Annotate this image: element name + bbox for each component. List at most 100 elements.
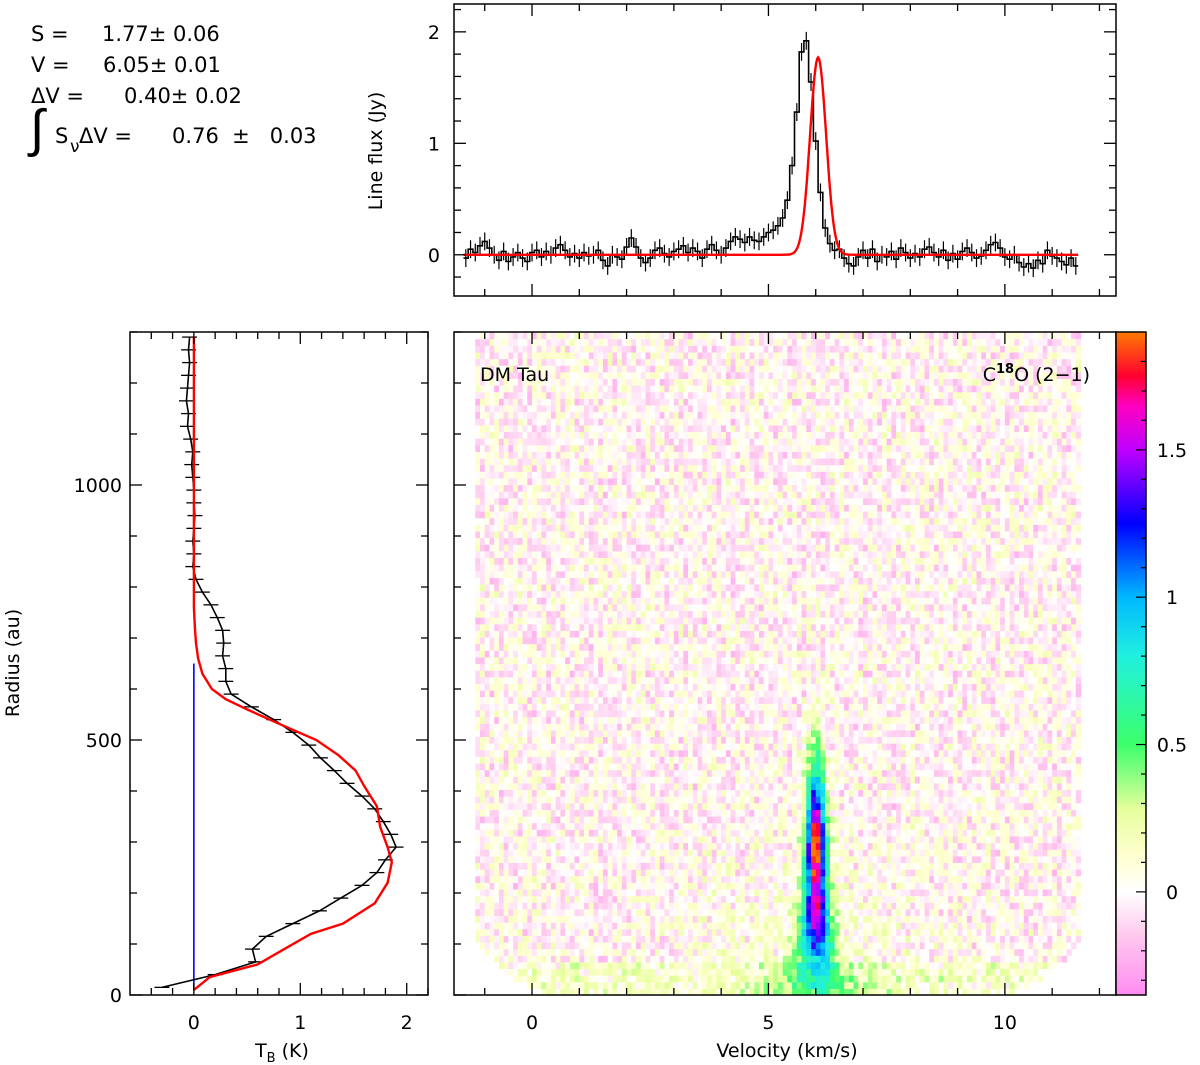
heatmap-cell bbox=[569, 975, 576, 983]
heatmap-cell bbox=[654, 941, 661, 950]
heatmap-cell bbox=[967, 789, 973, 797]
heatmap-cell bbox=[612, 756, 618, 764]
heatmap-cell bbox=[782, 902, 788, 910]
heatmap-cell bbox=[645, 855, 651, 863]
heatmap-cell bbox=[943, 815, 949, 824]
heatmap-cell bbox=[1028, 809, 1034, 817]
heatmap-cell bbox=[607, 941, 614, 950]
heatmap-cell bbox=[480, 822, 486, 830]
heatmap-cell bbox=[489, 941, 495, 950]
heatmap-cell bbox=[877, 948, 883, 956]
heatmap-cell bbox=[621, 769, 628, 777]
heatmap-cell bbox=[546, 895, 552, 903]
heatmap-cell bbox=[513, 928, 519, 936]
heatmap-cell bbox=[896, 975, 902, 983]
heatmap-cell bbox=[1014, 796, 1020, 804]
heatmap-cell bbox=[891, 855, 897, 863]
heatmap-cell bbox=[669, 902, 675, 910]
heatmap-cell bbox=[839, 888, 845, 897]
heatmap-cell bbox=[848, 935, 855, 943]
heatmap-cell bbox=[976, 769, 982, 777]
heatmap-cell bbox=[532, 749, 538, 757]
heatmap-cell bbox=[853, 849, 859, 857]
heatmap-cell bbox=[863, 888, 869, 897]
heatmap-cell bbox=[839, 981, 845, 989]
heatmap-cell bbox=[801, 862, 807, 870]
heatmap-cell bbox=[806, 789, 812, 797]
heatmap-cell bbox=[569, 842, 576, 850]
heatmap-cell bbox=[990, 762, 997, 771]
heatmap-cell bbox=[735, 975, 741, 983]
heatmap-cell bbox=[536, 908, 543, 917]
heatmap-cell bbox=[1028, 822, 1034, 830]
heatmap-cell bbox=[820, 928, 826, 936]
heatmap-cell bbox=[792, 762, 798, 771]
heatmap-cell bbox=[985, 782, 992, 791]
heatmap-cell bbox=[877, 835, 883, 844]
heatmap-cell bbox=[749, 981, 755, 989]
heatmap-cell bbox=[484, 743, 491, 751]
heatmap-cell bbox=[758, 782, 765, 791]
heatmap-cell bbox=[565, 935, 571, 943]
heatmap-cell bbox=[711, 922, 718, 930]
heatmap-cell bbox=[1028, 769, 1034, 777]
heatmap-cell bbox=[607, 975, 614, 983]
heatmap-cell bbox=[706, 869, 713, 877]
heatmap-cell bbox=[494, 769, 500, 777]
heatmap-cell bbox=[806, 776, 812, 784]
heatmap-cell bbox=[602, 875, 609, 883]
heatmap-cell bbox=[839, 782, 845, 791]
heatmap-cell bbox=[990, 849, 997, 857]
heatmap-cell bbox=[697, 796, 703, 804]
heatmap-cell bbox=[1075, 815, 1082, 824]
heatmap-cell bbox=[617, 968, 623, 976]
heatmap-cell bbox=[891, 749, 897, 757]
heatmap-cell bbox=[517, 941, 524, 950]
heatmap-cell bbox=[598, 782, 604, 791]
heatmap-cell bbox=[683, 895, 689, 903]
heatmap-cell bbox=[758, 888, 765, 897]
heatmap-cell bbox=[1004, 875, 1011, 883]
heatmap-cell bbox=[886, 809, 892, 817]
heatmap-cell bbox=[910, 922, 916, 930]
heatmap-cell bbox=[853, 955, 859, 963]
heatmap-cell bbox=[1075, 776, 1082, 784]
heatmap-cell bbox=[621, 922, 628, 930]
heatmap-cell bbox=[801, 988, 807, 996]
heatmap-cell bbox=[706, 769, 713, 777]
heatmap-cell bbox=[631, 895, 637, 903]
heatmap-cell bbox=[962, 815, 968, 824]
heatmap-cell bbox=[886, 776, 892, 784]
heatmap-cell bbox=[877, 862, 883, 870]
heatmap-cell bbox=[1009, 796, 1015, 804]
heatmap-cell bbox=[636, 789, 642, 797]
heatmap-cell bbox=[1019, 928, 1025, 936]
heatmap-cell bbox=[669, 888, 675, 897]
heatmap-cell bbox=[971, 796, 978, 804]
heatmap-cell bbox=[891, 762, 897, 771]
heatmap-cell bbox=[886, 829, 892, 837]
heatmap-cell bbox=[863, 762, 869, 771]
heatmap-cell bbox=[825, 988, 831, 996]
heatmap-cell bbox=[754, 802, 760, 810]
heatmap-cell bbox=[777, 815, 784, 824]
heatmap-cell bbox=[1037, 782, 1044, 791]
heatmap-cell bbox=[650, 756, 656, 764]
heatmap-cell bbox=[598, 802, 604, 810]
heatmap-cell bbox=[602, 809, 609, 817]
heatmap-cell bbox=[673, 762, 680, 771]
heatmap-cell bbox=[806, 935, 812, 943]
heatmap-cell bbox=[541, 855, 547, 863]
heatmap-cell bbox=[546, 955, 552, 963]
heatmap-cell bbox=[948, 849, 954, 857]
heatmap-cell bbox=[716, 935, 722, 943]
heatmap-cell bbox=[1037, 815, 1044, 824]
heatmap-cell bbox=[829, 869, 836, 877]
heatmap-cell bbox=[848, 802, 855, 810]
heatmap-cell bbox=[489, 743, 495, 751]
heatmap-cell bbox=[962, 941, 968, 950]
heatmap-cell bbox=[811, 789, 817, 797]
heatmap-cell bbox=[976, 882, 982, 890]
heatmap-cell bbox=[829, 789, 836, 797]
heatmap-cell bbox=[536, 842, 543, 850]
